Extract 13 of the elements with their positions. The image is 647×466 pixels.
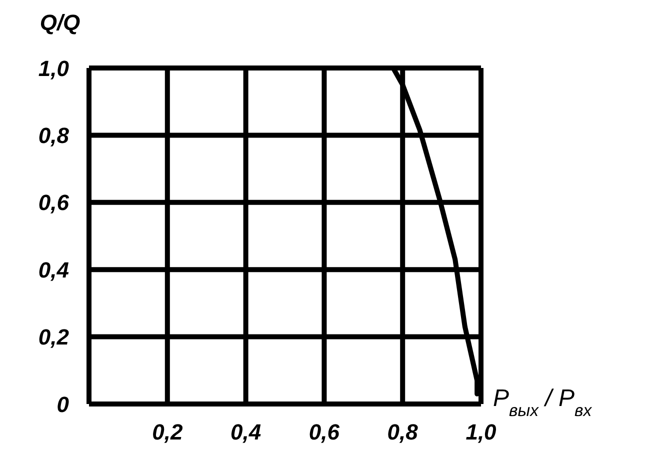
x-tick-label: 1,0 [466, 420, 498, 445]
y-tick-label: 0,4 [38, 257, 69, 282]
y-tick-label: 0,6 [38, 190, 70, 216]
x-tick-label: 0,6 [308, 420, 340, 445]
y-axis-title: Q/Q [40, 10, 80, 35]
x-axis-title: P$_{вых}$ / P$_{вх}$ [493, 385, 592, 420]
y-tick-label: 0,8 [38, 123, 70, 148]
y-tick-label: 1,0 [38, 56, 70, 81]
y-tick-label: 0 [56, 392, 70, 417]
x-tick-label: 0,8 [387, 420, 419, 445]
y-tick-label: 0,2 [38, 324, 70, 350]
x-tick-label: 0,2 [152, 420, 184, 445]
x-tick-label: 0,4 [230, 420, 262, 445]
